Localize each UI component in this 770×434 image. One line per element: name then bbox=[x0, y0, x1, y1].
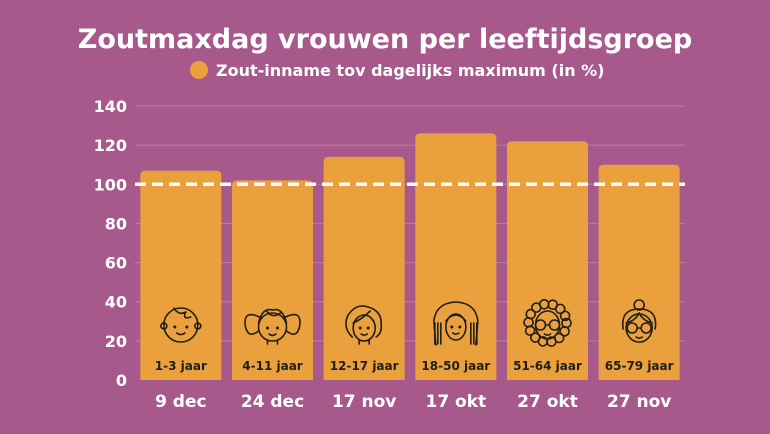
elderly-woman-glasses-icon bbox=[621, 299, 657, 343]
bars bbox=[140, 133, 680, 380]
age-group-label: 4-11 jaar bbox=[242, 359, 303, 373]
legend-marker bbox=[190, 61, 208, 79]
baby-icon bbox=[160, 307, 202, 343]
y-tick-label: 60 bbox=[105, 254, 127, 273]
legend-label: Zout-inname tov dagelijks maximum (in %) bbox=[216, 61, 605, 80]
teen-girl-icon bbox=[345, 305, 383, 345]
x-tick-label: 17 nov bbox=[332, 392, 396, 412]
icons bbox=[160, 298, 657, 347]
age-group-label: 1-3 jaar bbox=[155, 359, 207, 373]
labels: 0 20 40 60 80 100 120 140 1-3 jaar 9 dec 4-11 jaar… bbox=[94, 97, 674, 412]
y-tick-label: 40 bbox=[105, 293, 127, 312]
bar bbox=[232, 180, 313, 380]
curly-hair-glasses-icon bbox=[523, 298, 572, 347]
bar bbox=[415, 133, 497, 380]
girl-pigtails-icon bbox=[244, 308, 301, 345]
bar bbox=[140, 170, 222, 380]
y-tick-label: 120 bbox=[94, 136, 127, 155]
age-group-label: 65-79 jaar bbox=[605, 359, 674, 373]
y-tick-label: 20 bbox=[105, 332, 127, 351]
y-tick-label: 80 bbox=[105, 214, 127, 233]
y-tick-label: 100 bbox=[94, 175, 127, 194]
age-group-label: 18-50 jaar bbox=[421, 359, 490, 373]
x-tick-label: 17 okt bbox=[425, 392, 486, 412]
woman-long-hair-icon bbox=[433, 301, 479, 346]
y-tick-label: 0 bbox=[116, 371, 127, 390]
x-tick-label: 24 dec bbox=[241, 392, 304, 412]
x-tick-label: 9 dec bbox=[155, 392, 207, 412]
bar bbox=[323, 156, 405, 380]
x-tick-label: 27 okt bbox=[517, 392, 578, 412]
bar bbox=[598, 164, 680, 380]
chart-title: Zoutmaxdag vrouwen per leeftijdsgroep bbox=[78, 24, 693, 55]
y-tick-label: 140 bbox=[94, 97, 127, 116]
age-group-label: 51-64 jaar bbox=[513, 359, 582, 373]
age-group-label: 12-17 jaar bbox=[330, 359, 399, 373]
x-tick-label: 27 nov bbox=[607, 392, 671, 412]
